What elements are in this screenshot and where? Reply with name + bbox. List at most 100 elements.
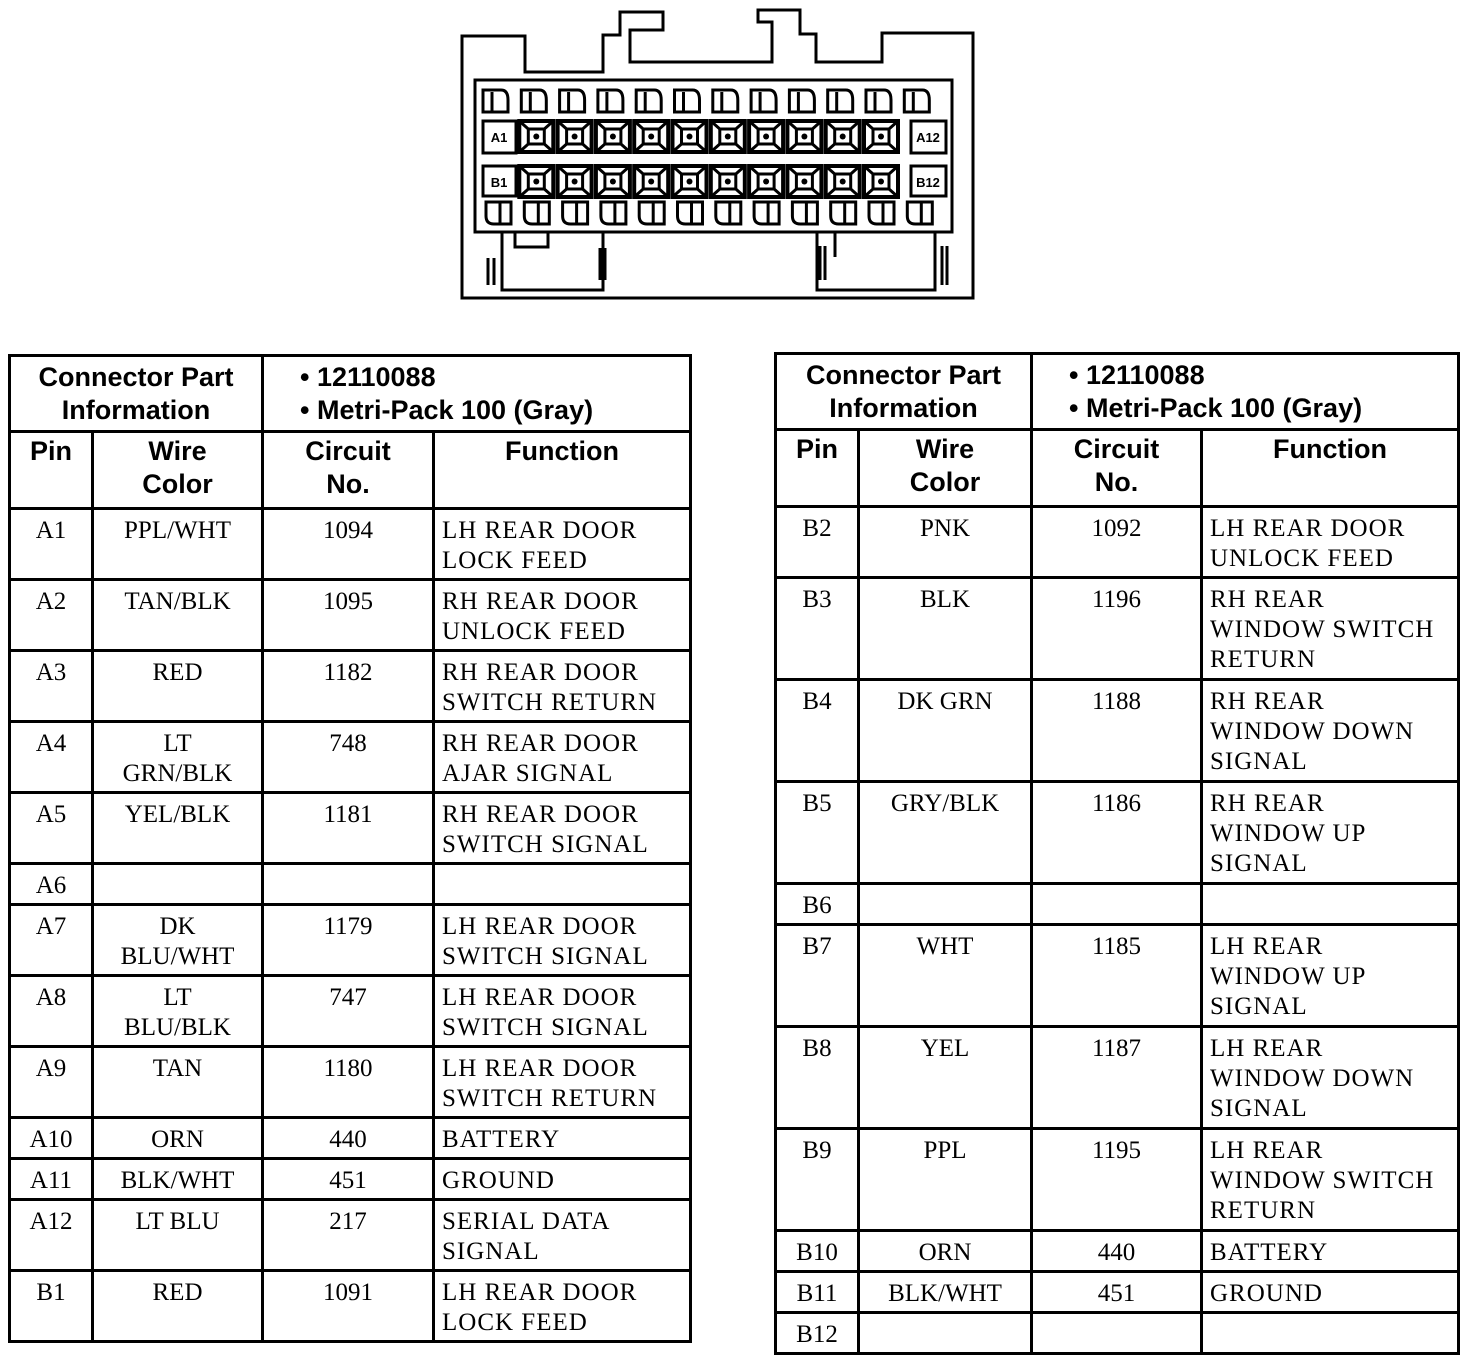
terminal-cavity xyxy=(632,164,671,199)
function-cell: LH REAR DOOR LOCK FEED xyxy=(432,507,692,581)
terminal-cavity xyxy=(517,119,556,154)
pin-cell: A1 xyxy=(8,507,94,581)
wire-color-cell: BLK xyxy=(857,576,1033,681)
wire-color-cell: WHT xyxy=(857,923,1033,1028)
circuit-cell: 1195 xyxy=(1030,1127,1203,1232)
pin-cell: A10 xyxy=(8,1116,94,1160)
latch-bottom xyxy=(522,200,551,226)
wire-color-cell: RED xyxy=(91,1269,264,1343)
pin-cell: B3 xyxy=(774,576,860,681)
latch-bottom xyxy=(637,200,666,226)
function-cell: GROUND xyxy=(432,1157,692,1201)
latch-bottom xyxy=(829,200,858,226)
latch-top xyxy=(673,88,701,114)
pin-row: B8 YEL 1187 LH REAR WINDOW DOWN SIGNAL xyxy=(774,1025,1460,1130)
pin-row: A4 LT GRN/BLK 748 RH REAR DOOR AJAR SIGN… xyxy=(8,720,692,794)
function-cell: RH REAR DOOR SWITCH SIGNAL xyxy=(432,791,692,865)
connector-info-label: Connector Part Information xyxy=(774,352,1033,431)
pin-cell: A5 xyxy=(8,791,94,865)
circuit-cell: 217 xyxy=(261,1198,435,1272)
pin-row: B2 PNK 1092 LH REAR DOOR UNLOCK FEED xyxy=(774,505,1460,579)
pinout-table-b: Connector Part Information • 12110088 • M… xyxy=(774,352,1460,1355)
pin-cell: A12 xyxy=(8,1198,94,1272)
latch-bottom xyxy=(676,200,704,226)
terminal-cavity xyxy=(670,164,709,199)
pin-row: A5 YEL/BLK 1181 RH REAR DOOR SWITCH SIGN… xyxy=(8,791,692,865)
wire-color-cell: LT BLU/BLK xyxy=(91,974,264,1048)
circuit-cell: 1196 xyxy=(1030,576,1203,681)
terminal-cavity xyxy=(747,164,786,199)
pin-row: A10 ORN 440 BATTERY xyxy=(8,1116,692,1160)
pin-cell: A11 xyxy=(8,1157,94,1201)
pin-row: B10 ORN 440 BATTERY xyxy=(774,1229,1460,1273)
pin-row: B6 xyxy=(774,882,1460,926)
pin-row: A3 RED 1182 RH REAR DOOR SWITCH RETURN xyxy=(8,649,692,723)
wire-color-cell: DK GRN xyxy=(857,678,1033,783)
function-cell: RH REAR WINDOW SWITCH RETURN xyxy=(1200,576,1460,681)
pin-row: B11 BLK/WHT 451 GROUND xyxy=(774,1270,1460,1314)
wire-color-cell: PNK xyxy=(857,505,1033,579)
function-cell: RH REAR DOOR SWITCH RETURN xyxy=(432,649,692,723)
pin-row: A9 TAN 1180 LH REAR DOOR SWITCH RETURN xyxy=(8,1045,692,1119)
pin-row: A12 LT BLU 217 SERIAL DATA SIGNAL xyxy=(8,1198,692,1272)
circuit-cell: 451 xyxy=(1030,1270,1203,1314)
circuit-cell xyxy=(261,862,435,906)
wire-color-cell: YEL xyxy=(857,1025,1033,1130)
latch-top xyxy=(634,88,663,114)
wire-color-cell: BLK/WHT xyxy=(857,1270,1033,1314)
pin-row: A1 PPL/WHT 1094 LH REAR DOOR LOCK FEED xyxy=(8,507,692,581)
part-type: • Metri-Pack 100 (Gray) xyxy=(1069,393,1363,423)
pin-cell: A8 xyxy=(8,974,94,1048)
pin-cell: A2 xyxy=(8,578,94,652)
wire-color-cell: PPL/WHT xyxy=(91,507,264,581)
function-cell xyxy=(1200,1311,1460,1355)
circuit-cell: 1182 xyxy=(261,649,435,723)
latch-bottom xyxy=(752,200,781,226)
pin-cell: B6 xyxy=(774,882,860,926)
circuit-cell xyxy=(1030,882,1203,926)
column-header: Pin xyxy=(8,430,94,510)
pin-row: A7 DK BLU/WHT 1179 LH REAR DOOR SWITCH S… xyxy=(8,903,692,977)
circuit-cell: 1179 xyxy=(261,903,435,977)
pin-row: A2 TAN/BLK 1095 RH REAR DOOR UNLOCK FEED xyxy=(8,578,692,652)
pin-cell: B11 xyxy=(774,1270,860,1314)
pin-cell: B10 xyxy=(774,1229,860,1273)
pin-label-b12: B12 xyxy=(916,175,940,190)
pin-cell: B2 xyxy=(774,505,860,579)
pin-row: A11 BLK/WHT 451 GROUND xyxy=(8,1157,692,1201)
circuit-cell: 1188 xyxy=(1030,678,1203,783)
circuit-cell: 1185 xyxy=(1030,923,1203,1028)
function-cell: LH REAR DOOR SWITCH SIGNAL xyxy=(432,974,692,1048)
circuit-cell: 1092 xyxy=(1030,505,1203,579)
function-cell: BATTERY xyxy=(432,1116,692,1160)
column-header: Wire Color xyxy=(91,430,264,510)
pin-label-b1: B1 xyxy=(491,175,508,190)
connector-housing-outline xyxy=(460,8,975,300)
wire-color-cell: YEL/BLK xyxy=(91,791,264,865)
latch-bottom xyxy=(867,200,896,226)
latch-bottom xyxy=(484,200,513,226)
column-header: Circuit No. xyxy=(261,430,435,510)
pin-cell: B12 xyxy=(774,1311,860,1355)
wire-color-cell: BLK/WHT xyxy=(91,1157,264,1201)
function-cell xyxy=(1200,882,1460,926)
latch-bottom xyxy=(905,200,934,226)
latch-bottom xyxy=(561,200,590,226)
circuit-cell: 1094 xyxy=(261,507,435,581)
latch-top xyxy=(826,88,855,114)
wire-color-cell: PPL xyxy=(857,1127,1033,1232)
pin-row: B7 WHT 1185 LH REAR WINDOW UP SIGNAL xyxy=(774,923,1460,1028)
pin-label-a12: A12 xyxy=(916,130,940,145)
pin-cell: B4 xyxy=(774,678,860,783)
pin-cell: A9 xyxy=(8,1045,94,1119)
circuit-cell: 1095 xyxy=(261,578,435,652)
function-cell: LH REAR WINDOW SWITCH RETURN xyxy=(1200,1127,1460,1232)
wire-color-cell: TAN/BLK xyxy=(91,578,264,652)
terminal-cavity xyxy=(632,119,671,154)
function-cell xyxy=(432,862,692,906)
function-cell: LH REAR DOOR SWITCH SIGNAL xyxy=(432,903,692,977)
function-cell: BATTERY xyxy=(1200,1229,1460,1273)
circuit-cell xyxy=(1030,1311,1203,1355)
circuit-cell: 1091 xyxy=(261,1269,435,1343)
circuit-cell: 1186 xyxy=(1030,780,1203,885)
